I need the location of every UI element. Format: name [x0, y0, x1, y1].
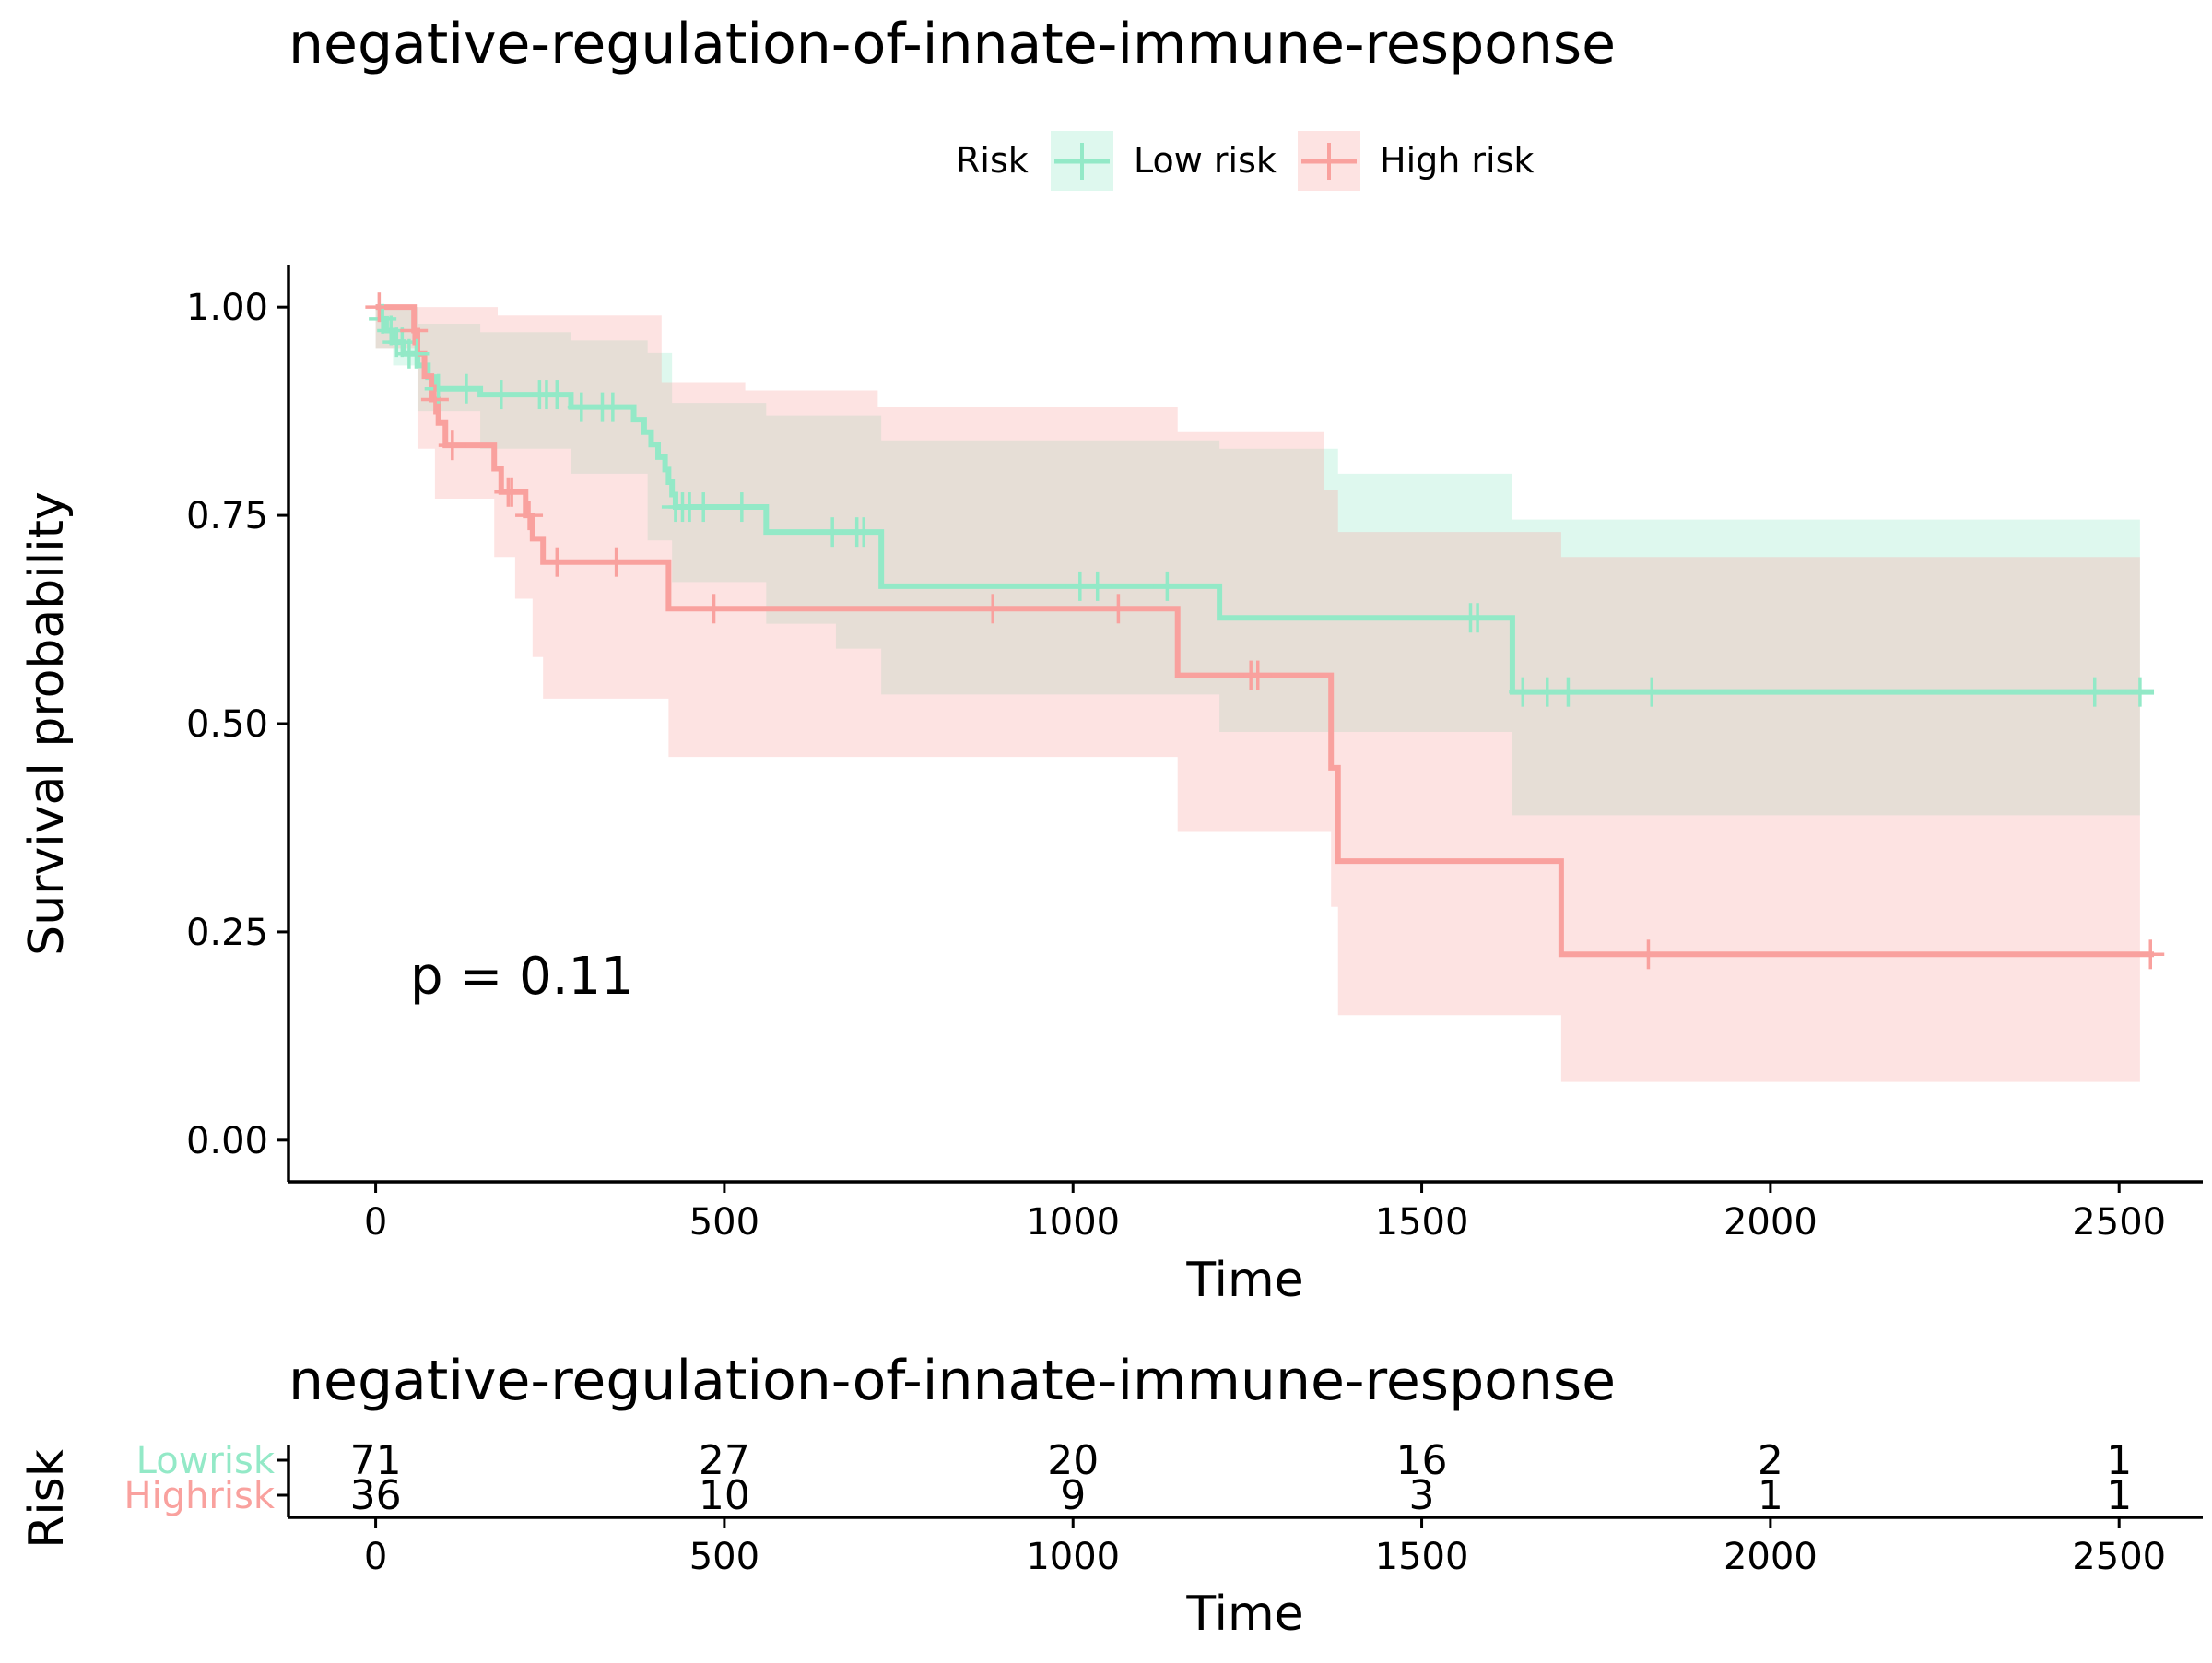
risk-count: 1: [2106, 1437, 2132, 1484]
x-tick-label: 1500: [1375, 1201, 1469, 1244]
x-tick-label: 2000: [1724, 1201, 1818, 1244]
x-axis-ticks: 0 500 1000 1500 2000 2500: [364, 1182, 2166, 1244]
y-tick-label: 0.00: [186, 1120, 268, 1162]
y-axis-ticks: 0.00 0.25 0.50 0.75 1.00: [186, 287, 288, 1162]
risk-count: 16: [1396, 1437, 1448, 1484]
risk-count: 10: [699, 1472, 750, 1519]
legend: Risk Low risk High risk: [956, 131, 1534, 191]
risk-x-tick-label: 0: [364, 1536, 387, 1578]
confidence-bands: [375, 307, 2140, 1082]
risk-table-y-label: Risk: [19, 1449, 75, 1549]
risk-count: 1: [2106, 1472, 2132, 1519]
x-tick-label: 2500: [2072, 1201, 2166, 1244]
risk-x-tick-label: 1000: [1026, 1536, 1120, 1578]
x-tick-label: 500: [689, 1201, 759, 1244]
ci-band-low-risk: [375, 307, 2140, 816]
risk-row-label: Highrisk: [124, 1475, 276, 1517]
risk-x-tick-label: 2500: [2072, 1536, 2166, 1578]
risk-count: 3: [1409, 1472, 1435, 1519]
risk-x-tick-label: 500: [689, 1536, 759, 1578]
risk-table-x-ticks: 0 500 1000 1500 2000 2500: [364, 1517, 2166, 1578]
risk-count: 2: [1758, 1437, 1783, 1484]
risk-table-x-label: Time: [1185, 1586, 1303, 1642]
risk-x-tick-label: 2000: [1724, 1536, 1818, 1578]
risk-count: 36: [350, 1472, 402, 1519]
y-tick-label: 1.00: [186, 287, 268, 329]
p-value-annotation: p = 0.11: [410, 947, 634, 1007]
risk-table-title: negative-regulation-of-innate-immune-res…: [288, 1349, 1616, 1413]
legend-title: Risk: [956, 140, 1029, 181]
risk-count: 71: [350, 1437, 402, 1484]
x-axis-label: Time: [1185, 1253, 1303, 1308]
risk-row-label: Lowrisk: [136, 1440, 276, 1482]
y-axis-label: Survival probability: [19, 491, 75, 956]
censor-marks: [365, 292, 2165, 970]
legend-label-low-risk: Low risk: [1134, 140, 1277, 181]
x-tick-label: 1000: [1026, 1201, 1120, 1244]
risk-count: 27: [699, 1437, 750, 1484]
y-tick-label: 0.75: [186, 495, 268, 537]
risk-count: 20: [1047, 1437, 1099, 1484]
legend-label-high-risk: High risk: [1380, 140, 1534, 181]
risk-count: 1: [1758, 1472, 1783, 1519]
risk-count: 9: [1060, 1472, 1086, 1519]
y-tick-label: 0.50: [186, 703, 268, 746]
y-tick-label: 0.25: [186, 912, 268, 954]
ci-band-high-risk: [375, 307, 2140, 1082]
x-tick-label: 0: [364, 1201, 387, 1244]
chart-title: negative-regulation-of-innate-immune-res…: [288, 12, 1616, 77]
risk-x-tick-label: 1500: [1375, 1536, 1469, 1578]
